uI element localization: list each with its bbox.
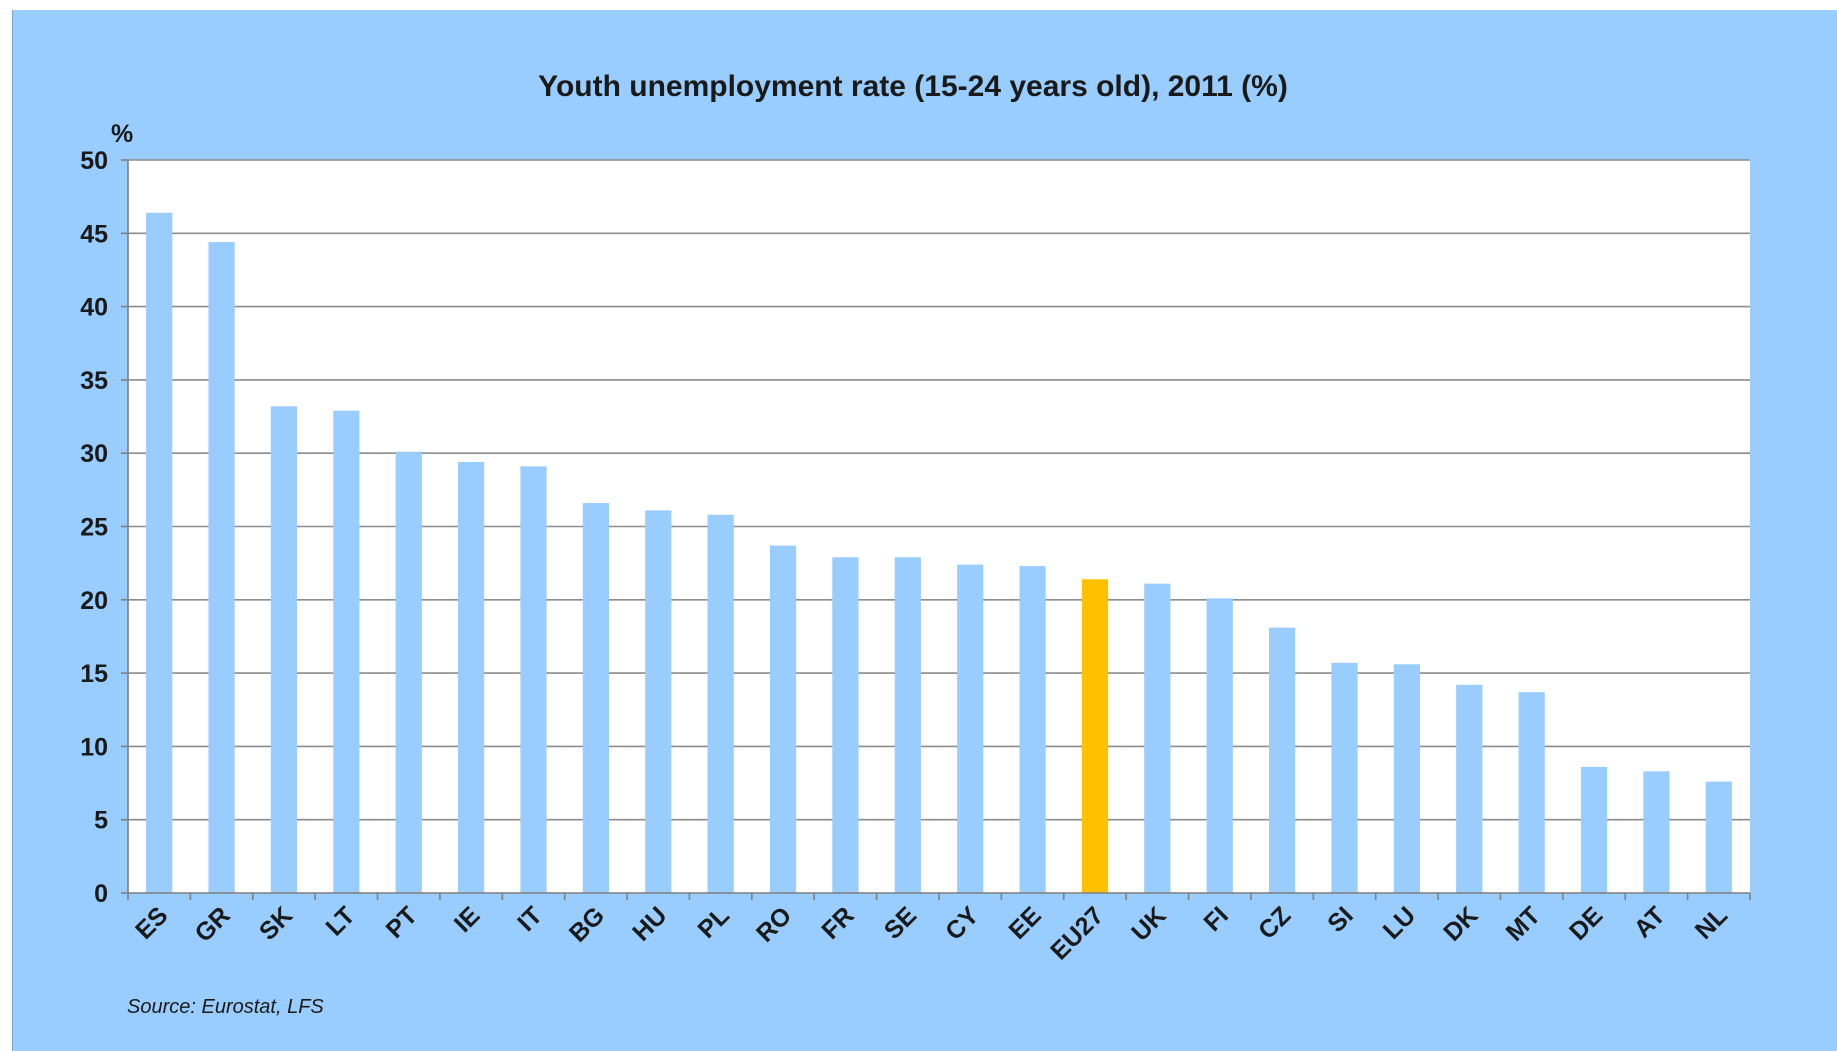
y-tick-label: 20: [80, 587, 108, 615]
y-tick-label: 50: [80, 147, 108, 175]
bar-gr: [208, 242, 235, 893]
bar-mt: [1518, 692, 1545, 893]
y-tick-label: 0: [94, 880, 108, 908]
bar-si: [1331, 662, 1358, 893]
x-tick-label: SI: [1322, 901, 1359, 938]
x-tick-label: DK: [1438, 901, 1483, 946]
x-tick-label: NL: [1690, 901, 1733, 944]
bar-es: [146, 212, 173, 893]
source-note: Source: Eurostat, LFS: [127, 996, 324, 1018]
bar-lu: [1393, 664, 1420, 893]
bar-de: [1580, 766, 1608, 893]
x-tick-label: AT: [1629, 901, 1671, 943]
y-tick-label: 5: [94, 807, 108, 835]
x-tick-label: FR: [816, 901, 859, 944]
x-tick-label: LU: [1378, 901, 1421, 944]
x-tick-label: BG: [564, 901, 610, 947]
y-tick-label: 25: [80, 514, 108, 542]
y-tick-label: 30: [80, 440, 108, 468]
bar-lt: [333, 410, 360, 893]
bar-fi: [1206, 598, 1233, 893]
x-tick-label: IE: [449, 901, 486, 938]
x-tick-label: EU27: [1045, 901, 1109, 965]
y-tick-labels: 0 5 10 15 20 25 30 35 40 45 50: [80, 147, 108, 908]
bar-eu27: [1081, 579, 1109, 893]
x-tick-label: LT: [321, 901, 361, 941]
x-tick-label: PT: [381, 901, 423, 943]
axes: [121, 159, 1751, 900]
chart-frame: Youth unemployment rate (15-24 years old…: [12, 10, 1837, 1051]
x-tick-label: FI: [1198, 901, 1234, 937]
x-tick-label: ES: [130, 901, 173, 944]
y-tick-label: 10: [80, 733, 108, 761]
x-tick-label: UK: [1126, 901, 1171, 946]
bar-nl: [1705, 781, 1732, 893]
bar-dk: [1456, 684, 1483, 893]
bars: [146, 212, 1732, 893]
bar-sk: [270, 406, 298, 893]
x-tick-label: PL: [693, 901, 735, 943]
x-tick-label: MT: [1501, 901, 1546, 946]
y-tick-label: 35: [80, 367, 108, 395]
bar-pt: [395, 451, 422, 893]
bar-fr: [832, 557, 859, 893]
bar-ro: [769, 545, 797, 893]
chart-title: Youth unemployment rate (15-24 years old…: [538, 70, 1288, 103]
bar-cy: [957, 564, 984, 893]
x-tick-label: IT: [512, 901, 548, 937]
bar-chart: Youth unemployment rate (15-24 years old…: [80, 70, 1751, 1018]
y-tick-label: 45: [80, 220, 108, 248]
bar-it: [520, 466, 547, 893]
x-tick-label: EE: [1003, 901, 1046, 944]
x-tick-label: SE: [879, 901, 922, 944]
x-tick-label: CY: [940, 901, 985, 946]
y-axis-unit-label: %: [111, 120, 133, 148]
bar-ee: [1019, 566, 1046, 893]
y-tick-label: 15: [80, 660, 108, 688]
x-tick-label: HU: [627, 901, 672, 946]
bar-cz: [1269, 627, 1296, 893]
x-tick-label: RO: [751, 901, 797, 947]
x-tick-label: DE: [1564, 901, 1608, 945]
bar-ie: [458, 461, 485, 893]
bar-se: [894, 557, 921, 893]
bar-bg: [582, 503, 609, 893]
bar-at: [1643, 771, 1670, 893]
y-tick-label: 40: [80, 294, 108, 322]
bar-pl: [707, 514, 734, 893]
bar-uk: [1144, 583, 1171, 893]
x-tick-label: SK: [254, 901, 298, 945]
x-tick-label: GR: [190, 901, 236, 947]
x-tick-label: CZ: [1253, 901, 1296, 944]
bar-hu: [645, 510, 672, 893]
